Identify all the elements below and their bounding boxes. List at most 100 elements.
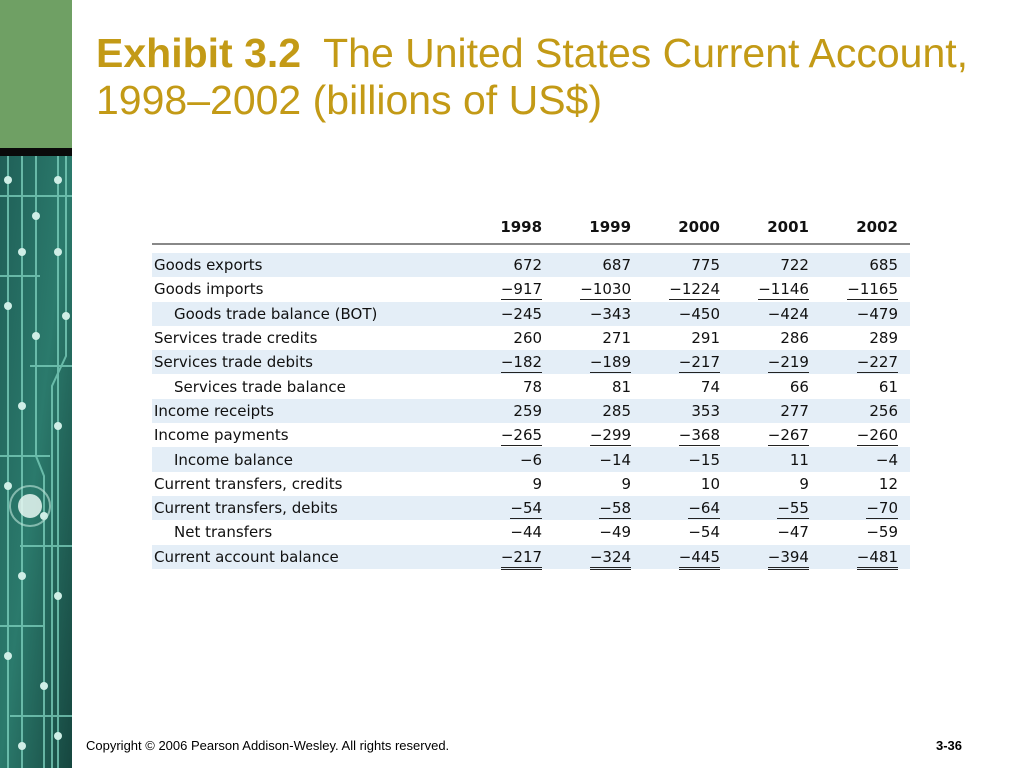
row-label: Services trade debits <box>152 350 479 375</box>
cell-value: −1165 <box>847 280 898 301</box>
slide-number: 3-36 <box>935 738 962 753</box>
table-cell: 9 <box>554 472 643 496</box>
exhibit-title-text: The United States Current Account, 1998–… <box>96 30 969 123</box>
exhibit-number: Exhibit 3.2 <box>96 30 302 76</box>
cell-value: −217 <box>678 353 720 374</box>
cell-value: −47 <box>777 523 809 542</box>
table-cell: −189 <box>554 350 644 375</box>
table-cell: 286 <box>732 326 821 350</box>
cell-value: −394 <box>767 547 809 570</box>
table-row: Current transfers, debits −54 −58 −64 −55 −70 <box>152 495 910 521</box>
table-cell: −394 <box>732 544 821 570</box>
cell-value: −64 <box>688 499 720 520</box>
cell-value: −1030 <box>580 280 632 301</box>
table-cell: 260 <box>478 326 554 350</box>
cell-value: −15 <box>688 450 720 469</box>
table-cell: 9 <box>478 472 554 496</box>
table-cell: −49 <box>554 520 643 544</box>
cell-value: 9 <box>799 474 809 493</box>
cell-value: 12 <box>878 474 898 493</box>
cell-value: 286 <box>780 329 809 348</box>
cell-value: 10 <box>700 474 720 493</box>
table-cell: 277 <box>732 398 821 424</box>
cell-value: −70 <box>866 499 898 520</box>
table-cell: −324 <box>554 544 644 570</box>
cell-value: −59 <box>866 523 898 542</box>
table-row: Net transfers −44 −49 −54 −47 −59 <box>152 520 910 544</box>
cell-value: −4 <box>875 450 898 469</box>
table-row: Current account balance −217 −324 −445 −394 −… <box>152 544 910 570</box>
cell-value: −14 <box>599 450 632 469</box>
table-cell: 672 <box>478 253 555 278</box>
table-cell: −59 <box>821 520 910 544</box>
table-cell: −15 <box>643 447 732 472</box>
circuit-board-decoration <box>0 156 72 768</box>
table-cell: 291 <box>643 326 732 350</box>
table-cell: 271 <box>554 326 643 350</box>
table-cell: −227 <box>820 350 910 375</box>
table-row: Goods exports 672 687 775 722 685 <box>152 253 910 278</box>
table-cell: −217 <box>643 350 732 375</box>
table-cell: 285 <box>554 398 644 424</box>
cell-value: 66 <box>789 377 809 396</box>
cell-value: 61 <box>878 377 898 396</box>
table-header-row: 1998 1999 2000 2001 2002 <box>152 214 910 245</box>
table-row: Services trade debits −182 −189 −217 −219 −22… <box>152 350 910 375</box>
cell-value: 74 <box>700 377 720 396</box>
table-cell: −1165 <box>821 277 910 301</box>
table-cell: 9 <box>732 472 821 496</box>
table-cell: 256 <box>820 398 910 424</box>
table-cell: −4 <box>820 447 910 472</box>
table-cell: 61 <box>821 374 910 398</box>
cell-value: −227 <box>856 353 898 374</box>
table-cell: −14 <box>554 447 644 472</box>
cell-value: −368 <box>678 426 720 447</box>
table-cell: −424 <box>732 301 821 326</box>
table-cell: 353 <box>643 398 732 424</box>
table-cell: −265 <box>478 423 554 447</box>
table-cell: −217 <box>478 544 555 570</box>
sidebar-green-panel <box>0 0 72 148</box>
table-cell: −64 <box>643 495 732 521</box>
table-row: Income receipts 259 285 353 277 256 <box>152 398 910 424</box>
column-header: 1999 <box>554 214 644 245</box>
row-label: Goods exports <box>152 253 479 278</box>
row-label: Goods imports <box>154 280 264 299</box>
table-cell: −219 <box>732 350 821 375</box>
cell-value: −54 <box>510 499 543 520</box>
sidebar-divider <box>0 148 72 156</box>
row-label: Income balance <box>152 447 479 472</box>
table-cell: −54 <box>478 495 555 521</box>
table-row: Current transfers, credits 9 9 10 9 12 <box>152 472 910 496</box>
table-cell: 722 <box>732 253 821 278</box>
table-cell: 10 <box>643 472 732 496</box>
table-cell: 685 <box>820 253 910 278</box>
cell-value: −299 <box>589 426 632 447</box>
cell-value: −55 <box>777 499 809 520</box>
cell-value: 9 <box>532 474 543 493</box>
table-cell: 66 <box>732 374 821 398</box>
cell-value: −343 <box>589 304 632 323</box>
table-cell: −58 <box>554 495 644 521</box>
cell-value: −445 <box>678 547 720 570</box>
cell-value: 81 <box>611 377 632 396</box>
table-cell: 259 <box>478 398 555 424</box>
cell-value: 672 <box>513 256 543 275</box>
table-cell: −54 <box>643 520 732 544</box>
cell-value: −182 <box>500 353 543 374</box>
cell-value: 775 <box>691 256 720 275</box>
cell-value: 256 <box>869 401 898 420</box>
cell-value: −1224 <box>669 280 720 301</box>
table-cell: 74 <box>643 374 732 398</box>
table-row: Goods imports −917 −1030 −1224 −1146 −1165 <box>152 277 910 301</box>
column-header: 2002 <box>820 214 910 245</box>
cell-value: −219 <box>767 353 809 374</box>
cell-value: −245 <box>500 304 543 323</box>
table-cell: −267 <box>732 423 821 447</box>
column-header: 2000 <box>643 214 732 245</box>
table-row: Income balance −6 −14 −15 11 −4 <box>152 447 910 472</box>
header-row-label <box>152 214 479 245</box>
cell-value: −54 <box>688 523 720 542</box>
table-cell: −917 <box>478 277 554 301</box>
slide-title: Exhibit 3.2 The United States Current Ac… <box>96 30 996 124</box>
